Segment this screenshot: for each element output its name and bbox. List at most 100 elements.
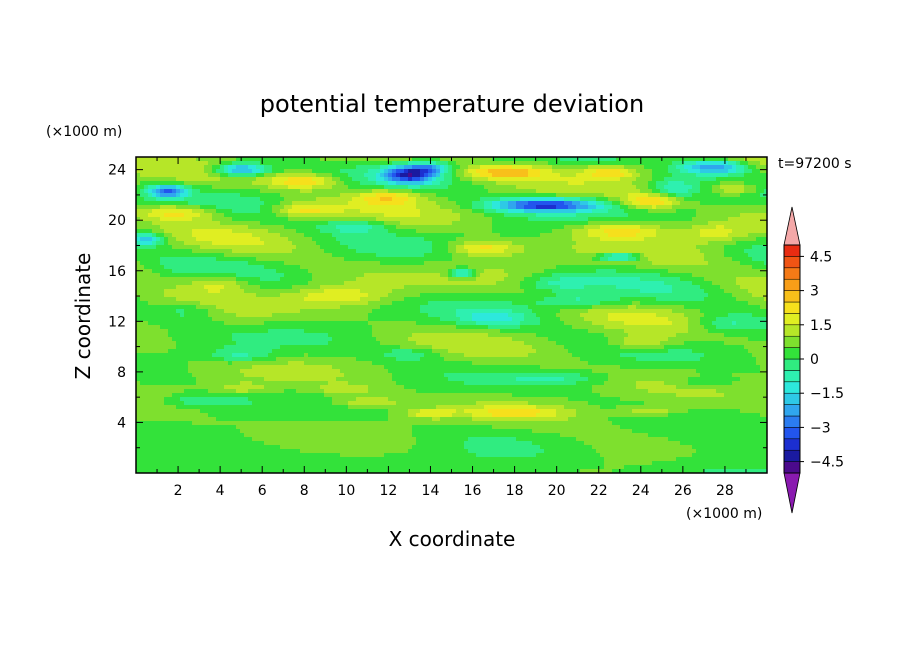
heatmap-cell: [276, 461, 281, 466]
heatmap-cell: [284, 213, 289, 218]
heatmap-cell: [200, 417, 205, 422]
heatmap-cell: [148, 281, 153, 286]
heatmap-cell: [368, 181, 373, 186]
heatmap-cell: [192, 309, 197, 314]
heatmap-cell: [248, 157, 253, 162]
heatmap-cell: [144, 173, 149, 178]
heatmap-cell: [248, 337, 253, 342]
heatmap-cell: [308, 453, 313, 458]
heatmap-cell: [300, 233, 305, 238]
heatmap-cell: [304, 193, 309, 198]
heatmap-cell: [260, 317, 265, 322]
heatmap-cell: [224, 421, 229, 426]
heatmap-cell: [256, 241, 261, 246]
heatmap-cell: [308, 333, 313, 338]
heatmap-cell: [384, 389, 389, 394]
heatmap-cell: [148, 461, 153, 466]
heatmap-cell: [240, 305, 245, 310]
heatmap-cell: [304, 265, 309, 270]
heatmap-cell: [196, 185, 201, 190]
heatmap-cell: [340, 325, 345, 330]
heatmap-cell: [224, 209, 229, 214]
heatmap-cell: [384, 189, 389, 194]
heatmap-cell: [164, 345, 169, 350]
heatmap-cell: [320, 465, 325, 470]
heatmap-cell: [296, 221, 301, 226]
heatmap-cell: [288, 185, 293, 190]
heatmap-cell: [192, 217, 197, 222]
heatmap-cell: [352, 397, 357, 402]
heatmap-cell: [344, 341, 349, 346]
heatmap-cell: [272, 281, 277, 286]
heatmap-cell: [360, 333, 365, 338]
heatmap-cell: [268, 297, 273, 302]
heatmap-cell: [216, 165, 221, 170]
heatmap-cell: [304, 425, 309, 430]
heatmap-cell: [188, 345, 193, 350]
heatmap-cell: [380, 269, 385, 274]
heatmap-cell: [296, 377, 301, 382]
heatmap-cell: [176, 349, 181, 354]
heatmap-cell: [268, 313, 273, 318]
heatmap-cell: [228, 333, 233, 338]
heatmap-cell: [180, 385, 185, 390]
heatmap-cell: [260, 281, 265, 286]
heatmap-cell: [256, 457, 261, 462]
heatmap-cell: [172, 421, 177, 426]
heatmap-cell: [184, 461, 189, 466]
heatmap-cell: [352, 317, 357, 322]
heatmap-cell: [240, 225, 245, 230]
heatmap-cell: [308, 273, 313, 278]
heatmap-cell: [376, 309, 381, 314]
heatmap-cell: [172, 281, 177, 286]
heatmap-cell: [164, 201, 169, 206]
heatmap-cell: [232, 389, 237, 394]
heatmap-cell: [272, 453, 277, 458]
heatmap-cell: [164, 205, 169, 210]
heatmap-cell: [368, 197, 373, 202]
heatmap-cell: [364, 185, 369, 190]
heatmap-cell: [292, 309, 297, 314]
heatmap-cell: [352, 277, 357, 282]
heatmap-cell: [380, 253, 385, 258]
heatmap-cell: [180, 401, 185, 406]
heatmap-cell: [160, 305, 165, 310]
heatmap-cell: [244, 453, 249, 458]
heatmap-cell: [308, 365, 313, 370]
heatmap-cell: [316, 293, 321, 298]
heatmap-cell: [152, 217, 157, 222]
heatmap-cell: [324, 345, 329, 350]
heatmap-cell: [360, 365, 365, 370]
heatmap-cell: [320, 301, 325, 306]
heatmap-cell: [176, 421, 181, 426]
heatmap-cell: [380, 221, 385, 226]
heatmap-cell: [264, 325, 269, 330]
heatmap-cell: [320, 373, 325, 378]
heatmap-cell: [152, 457, 157, 462]
heatmap-cell: [140, 213, 145, 218]
heatmap-cell: [228, 213, 233, 218]
heatmap-cell: [292, 457, 297, 462]
heatmap-cell: [208, 181, 213, 186]
heatmap-cell: [216, 373, 221, 378]
heatmap-cell: [284, 457, 289, 462]
heatmap-cell: [212, 305, 217, 310]
heatmap-cell: [172, 193, 177, 198]
heatmap-cell: [368, 241, 373, 246]
heatmap-cell: [240, 469, 245, 473]
heatmap-cell: [236, 373, 241, 378]
heatmap-cell: [380, 297, 385, 302]
heatmap-cell: [184, 349, 189, 354]
heatmap-cell: [384, 401, 389, 406]
heatmap-cell: [228, 425, 233, 430]
heatmap-cell: [244, 433, 249, 438]
heatmap-cell: [184, 201, 189, 206]
heatmap-cell: [380, 433, 385, 438]
heatmap-cell: [164, 417, 169, 422]
heatmap-cell: [236, 249, 241, 254]
heatmap-cell: [236, 213, 241, 218]
heatmap-cell: [280, 277, 285, 282]
heatmap-cell: [256, 185, 261, 190]
heatmap-cell: [292, 249, 297, 254]
heatmap-cell: [144, 445, 149, 450]
